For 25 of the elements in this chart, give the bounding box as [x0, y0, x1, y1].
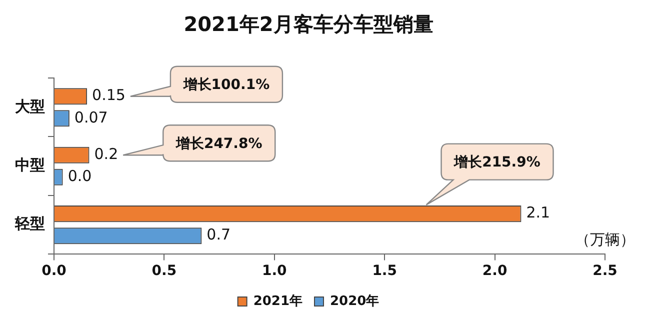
x-tick-label: 1.0	[262, 263, 288, 280]
x-tick-label: 0.0	[42, 263, 67, 280]
x-tick-label: 2.0	[482, 263, 508, 280]
data-label: 0.2	[94, 144, 118, 163]
x-tick-label: 2.5	[592, 263, 618, 280]
speech-bubble: 增长215.9%	[426, 143, 554, 206]
x-axis-title: （万辆）	[575, 230, 635, 249]
x-tick-label: 1.5	[372, 263, 398, 280]
y-tick-label: 中型	[15, 156, 45, 174]
data-label: 0.07	[74, 108, 108, 126]
annotation: 增长215.9%	[453, 154, 540, 171]
data-label: 0.0	[68, 167, 92, 186]
legend-label: 2020年	[330, 294, 380, 309]
speech-bubble: 增长247.8%	[122, 124, 276, 162]
data-label: 0.15	[92, 86, 126, 104]
speech-bubble: 增长100.1%	[130, 66, 284, 103]
data-label: 0.7	[206, 226, 231, 244]
y-tick-label: 大型	[15, 97, 45, 116]
annotation: 增长247.8%	[174, 136, 262, 152]
x-tick-label: 0.5	[152, 263, 177, 280]
y-tick-label: 轻型	[14, 214, 45, 233]
legend-label: 2021年	[253, 294, 303, 309]
data-label: 2.1	[526, 204, 550, 222]
chart-title: 2021年2月客车分车型销量	[184, 12, 434, 36]
annotation: 增长100.1%	[182, 77, 270, 94]
